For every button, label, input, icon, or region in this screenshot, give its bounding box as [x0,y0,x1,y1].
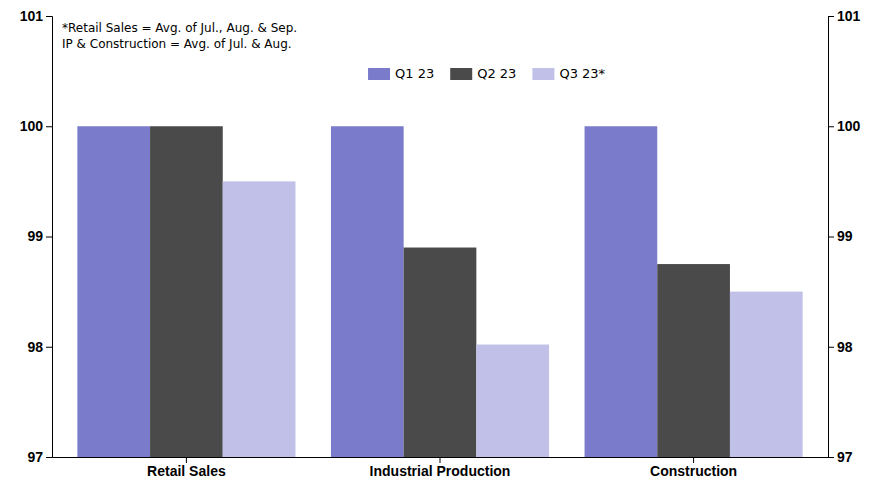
tick-mark [828,16,834,17]
tick-label: 100 [837,118,861,134]
bar [404,248,477,457]
x-axis: Retail Sales Industrial Production Constru… [53,457,829,479]
legend-swatch [368,68,390,80]
chart-container: Retail Sales Industrial Production Constru… [0,0,880,497]
tick-mark [828,347,834,348]
tick: 98 [828,339,853,355]
bar-series [150,126,730,457]
tick-label: 97 [837,449,853,465]
tick-label: 99 [837,228,853,244]
tick: 99 [828,228,853,244]
legend-item: Q1 23 [368,66,434,81]
tick-mark [46,237,52,238]
tick-label: 98 [27,339,43,355]
tick-mark [46,126,52,127]
bar [223,181,296,457]
tick-label: 101 [20,8,44,24]
tick: 100 [828,118,861,134]
bar-series [223,181,803,457]
legend-swatch [450,68,472,80]
tick: 101 [828,8,861,24]
bar [476,345,549,457]
y-axis: 97 98 99 100 101 [20,8,53,465]
legend-label: Q3 23* [559,66,605,81]
tick-mark [828,237,834,238]
tick: Construction [650,457,737,479]
tick-label: 97 [27,449,43,465]
annotations: *Retail Sales = Avg. of Jul., Aug. & Sep… [62,21,297,51]
legend-label: Q2 23 [477,66,516,81]
bar [657,264,730,457]
chart: Retail Sales Industrial Production Constru… [0,0,880,497]
axis-line [829,17,835,458]
annotation: IP & Construction = Avg. of Jul. & Aug. [62,37,292,51]
tick: 98 [27,339,52,355]
legend-item: Q2 23 [450,66,516,81]
tick-label: Retail Sales [147,463,226,479]
bar [585,126,658,457]
bar [77,126,150,457]
tick-label: 98 [837,339,853,355]
tick-mark [46,457,52,458]
tick: 101 [20,8,52,24]
bar [331,126,404,457]
legend-label: Q1 23 [395,66,434,81]
tick: 99 [27,228,52,244]
legend-item: Q3 23* [532,66,605,81]
bars [77,126,802,457]
legend-swatch [532,68,554,80]
tick-label: Construction [650,463,737,479]
legend: Q1 23 Q2 23 Q3 23* [368,66,606,81]
bar [150,126,223,457]
tick-mark [46,347,52,348]
bar-series [77,126,657,457]
tick-label: 100 [20,118,44,134]
tick-mark [828,126,834,127]
tick: 97 [828,449,853,465]
bar [730,292,803,457]
tick-label: 101 [837,8,861,24]
y2-axis: 97 98 99 100 101 [828,8,861,465]
annotation: *Retail Sales = Avg. of Jul., Aug. & Sep… [62,21,297,35]
tick-label: 99 [27,228,43,244]
tick-mark [828,457,834,458]
tick-mark [46,16,52,17]
axis-line [46,17,53,458]
tick: Retail Sales [147,457,226,479]
tick: Industrial Production [370,457,511,479]
tick: 100 [20,118,52,134]
plot-area: Retail Sales Industrial Production Constru… [20,8,861,479]
tick-label: Industrial Production [370,463,511,479]
tick: 97 [27,449,52,465]
